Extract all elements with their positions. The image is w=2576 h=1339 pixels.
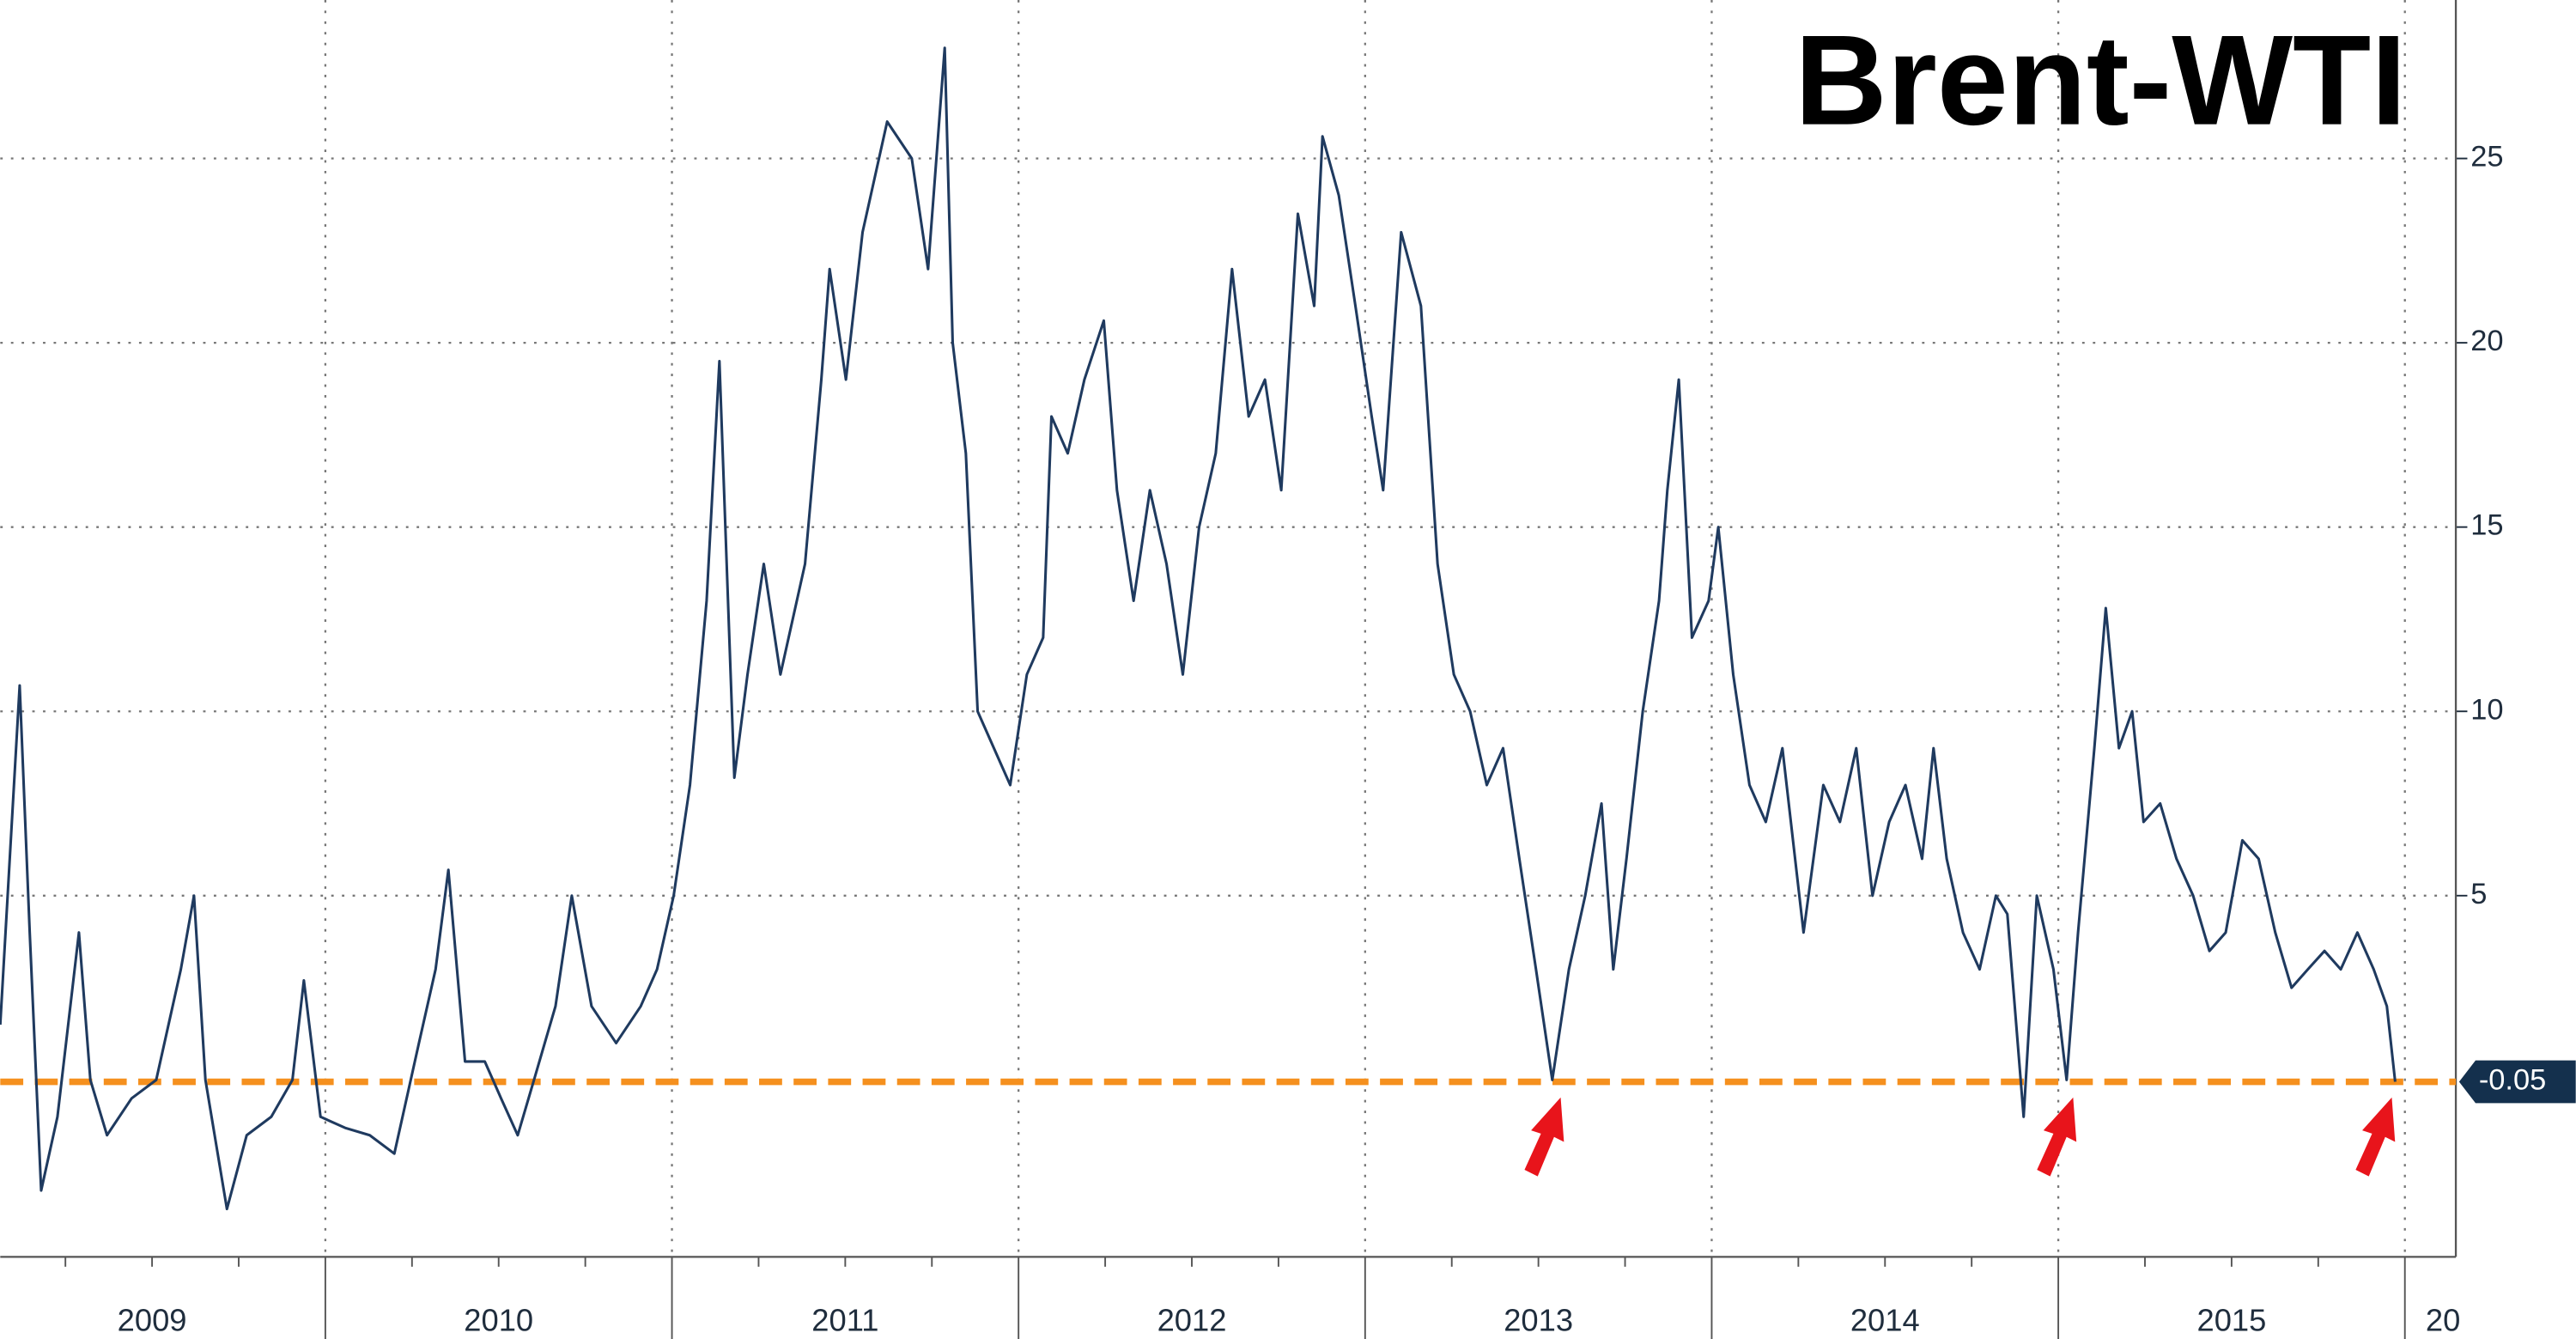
arrows xyxy=(1524,1097,2396,1177)
x-tick-label: 2013 xyxy=(1504,1302,1573,1337)
y-tick-label: 15 xyxy=(2470,509,2503,542)
x-tick-label: 2015 xyxy=(2196,1302,2266,1337)
value-badge-label: -0.05 xyxy=(2479,1064,2546,1097)
x-tick-label: 2009 xyxy=(118,1302,187,1337)
y-tick-label: 5 xyxy=(2470,878,2487,910)
y-tick-label: 20 xyxy=(2470,325,2503,357)
arrow xyxy=(2355,1097,2396,1177)
arrow xyxy=(2037,1097,2077,1177)
chart-title: Brent-WTI xyxy=(1795,9,2407,152)
line-series xyxy=(0,46,2397,1211)
value-badge xyxy=(2458,1060,2576,1104)
x-tick-label: 2010 xyxy=(464,1302,533,1337)
y-tick-label: 25 xyxy=(2470,141,2503,173)
y-tick-label: 10 xyxy=(2470,693,2503,726)
x-tick-label: 20 xyxy=(2426,1302,2460,1337)
x-tick-label: 2012 xyxy=(1157,1302,1227,1337)
arrow xyxy=(1524,1097,1564,1177)
x-tick-label: 2014 xyxy=(1850,1302,1920,1337)
x-tick-label: 2011 xyxy=(811,1302,878,1337)
